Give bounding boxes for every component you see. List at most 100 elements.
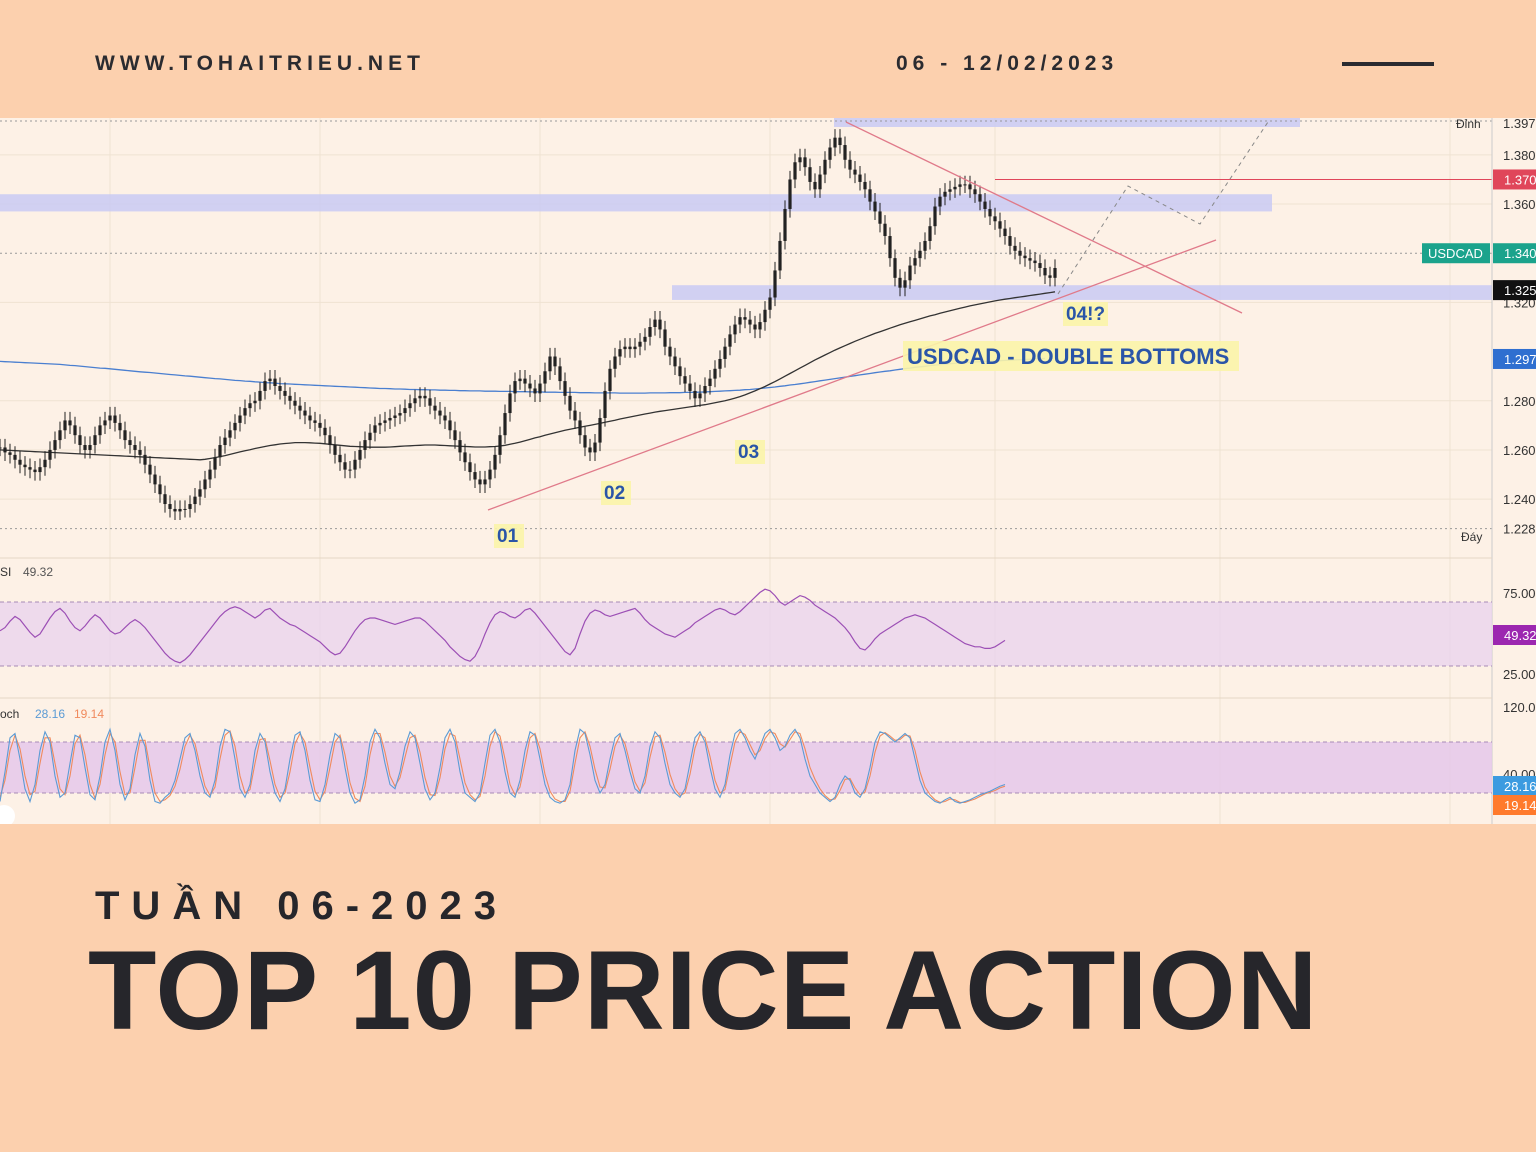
price-candle bbox=[718, 358, 722, 369]
price-candle bbox=[158, 484, 162, 495]
price-candle bbox=[798, 157, 802, 163]
stoch-d-value: 19.14 bbox=[74, 707, 104, 721]
price-candle bbox=[748, 319, 752, 325]
stoch-label: och bbox=[0, 707, 19, 721]
price-candle bbox=[283, 390, 287, 396]
price-candle bbox=[323, 427, 327, 436]
top-zone bbox=[834, 118, 1300, 127]
price-candle bbox=[373, 425, 377, 433]
label-bottom-02-bg bbox=[601, 481, 631, 505]
price-candle bbox=[403, 408, 407, 414]
price-candle bbox=[473, 472, 477, 480]
price-candle bbox=[858, 174, 862, 182]
price-candle bbox=[928, 226, 932, 241]
price-candle bbox=[378, 422, 382, 426]
price-candle bbox=[573, 410, 577, 421]
price-candle bbox=[123, 430, 127, 441]
price-candle bbox=[53, 440, 57, 450]
price-candle bbox=[318, 422, 322, 428]
price-candle bbox=[493, 454, 497, 470]
price-candle bbox=[313, 420, 317, 423]
price-candle bbox=[393, 415, 397, 418]
price-candle bbox=[913, 258, 917, 266]
ma-long-line bbox=[0, 357, 1046, 394]
price-candle bbox=[553, 356, 557, 367]
label-bottom-04-bg bbox=[1063, 302, 1108, 326]
price-candle bbox=[728, 334, 732, 347]
price-candle bbox=[128, 440, 132, 446]
descending-trendline bbox=[845, 121, 1243, 314]
price-candle bbox=[498, 435, 502, 455]
current-price-tag: 1.340 bbox=[1504, 246, 1536, 261]
price-candle bbox=[523, 378, 527, 384]
price-candle bbox=[433, 405, 437, 411]
price-candle bbox=[643, 336, 647, 342]
price-candle bbox=[703, 386, 707, 394]
price-candle bbox=[778, 240, 782, 271]
price-candle bbox=[238, 415, 242, 423]
price-candle bbox=[538, 383, 542, 394]
resistance-zone bbox=[0, 194, 1272, 212]
price-candle bbox=[863, 181, 867, 190]
blue-price-tag: 1.297 bbox=[1504, 352, 1536, 367]
stoch-k-tag-bg bbox=[1493, 776, 1536, 796]
rsi-tick-75: 75.00 bbox=[1503, 586, 1536, 601]
red-price-tag-bg bbox=[1493, 169, 1536, 190]
price-candle bbox=[953, 186, 957, 190]
price-candle bbox=[648, 327, 652, 337]
price-candle bbox=[328, 435, 332, 446]
price-candle bbox=[308, 415, 312, 421]
y-tick-4: 1.260 bbox=[1503, 443, 1536, 458]
price-candle bbox=[3, 447, 7, 453]
red-price-tag: 1.370 bbox=[1504, 172, 1536, 187]
price-candle bbox=[18, 459, 22, 465]
price-candle bbox=[1003, 228, 1007, 237]
price-candle bbox=[253, 400, 257, 404]
price-candle bbox=[753, 324, 757, 330]
price-candle bbox=[843, 145, 847, 160]
site-url: WWW.TOHAITRIEU.NET bbox=[95, 52, 425, 75]
price-candle bbox=[398, 413, 402, 416]
price-candle bbox=[38, 467, 42, 473]
price-candle bbox=[848, 159, 852, 170]
top-price-tag: 1.397 bbox=[1503, 118, 1536, 131]
rsi-current-tag-bg bbox=[1493, 625, 1536, 645]
price-candle bbox=[508, 393, 512, 414]
price-candle bbox=[593, 442, 597, 453]
price-candle bbox=[708, 378, 712, 387]
price-candle bbox=[503, 413, 507, 436]
projection-path bbox=[1057, 121, 1269, 295]
peak-label: Đỉnh bbox=[1456, 118, 1481, 131]
price-candle bbox=[278, 386, 282, 391]
price-candle bbox=[263, 381, 267, 391]
price-candle bbox=[693, 390, 697, 399]
price-candle bbox=[458, 440, 462, 453]
price-candle bbox=[628, 346, 632, 350]
price-candle bbox=[163, 494, 167, 505]
price-candle bbox=[443, 415, 447, 421]
price-candle bbox=[883, 223, 887, 237]
price-candle bbox=[478, 479, 482, 485]
price-chart: 01 02 03 04!? USDCAD - DOUBLE BOTTOMS 1.380 1.… bbox=[0, 118, 1536, 824]
price-candle bbox=[248, 403, 252, 409]
price-candle bbox=[233, 422, 237, 431]
price-candle bbox=[1033, 260, 1037, 264]
price-candle bbox=[723, 346, 727, 359]
price-candle bbox=[0, 447, 2, 449]
price-candle bbox=[983, 201, 987, 209]
price-candle bbox=[868, 189, 872, 202]
price-candle bbox=[513, 381, 517, 394]
price-candle bbox=[243, 408, 247, 416]
price-candle bbox=[558, 366, 562, 382]
price-candle bbox=[1023, 255, 1027, 259]
price-candle bbox=[808, 167, 812, 182]
price-candle bbox=[653, 319, 657, 327]
price-candle bbox=[813, 181, 817, 190]
price-candle bbox=[958, 184, 962, 187]
price-candle bbox=[963, 184, 967, 186]
stoch-band bbox=[0, 742, 1492, 793]
price-candle bbox=[93, 435, 97, 446]
label-bottom-01-bg bbox=[494, 524, 524, 548]
price-candle bbox=[103, 420, 107, 426]
price-candle bbox=[638, 341, 642, 347]
